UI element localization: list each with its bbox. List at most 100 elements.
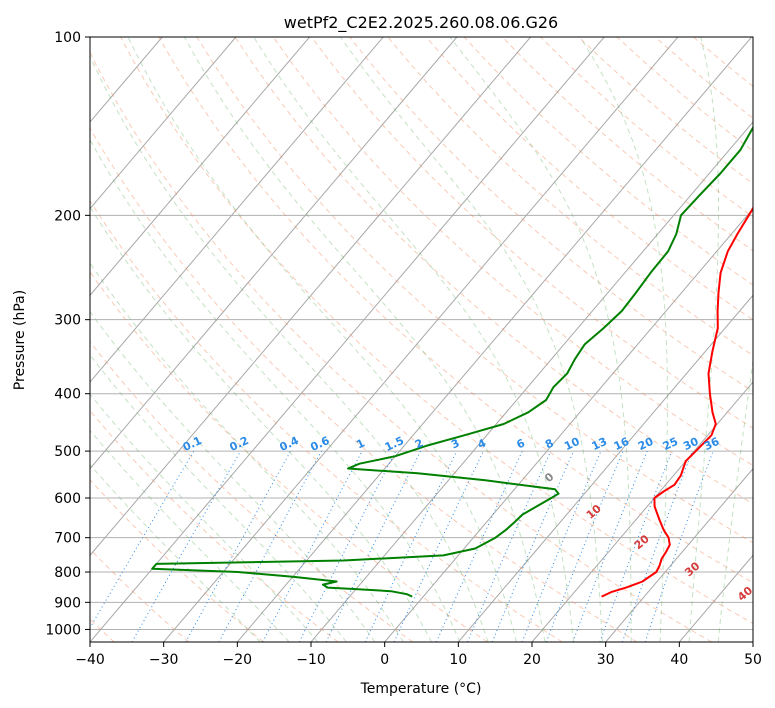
x-axis-label: Temperature (°C): [360, 681, 482, 697]
mixing-ratio-label: 13: [590, 435, 609, 453]
isotherm-gridline: [90, 37, 458, 470]
chart-title: wetPf2_C2E2.2025.260.08.06.G26: [284, 13, 558, 33]
isotherm-gridline: [90, 37, 384, 383]
dry-adiabat: [90, 409, 339, 642]
mixing-ratio-line: [90, 450, 195, 629]
mixing-ratio-label: 20: [636, 435, 656, 453]
x-tick-label: 20: [523, 652, 541, 668]
isotherm-gridline: [678, 554, 753, 642]
mixing-ratio-label: 10: [562, 435, 582, 453]
moist-adiabat: [90, 463, 261, 642]
x-tick-label: 0: [380, 652, 389, 668]
dry-adiabat: [196, 37, 753, 544]
y-tick-label: 100: [54, 30, 81, 46]
isotherm-gridline: [531, 381, 753, 642]
moist-adiabat-label: 40: [735, 584, 755, 604]
mixing-ratio-line: [644, 450, 714, 642]
dry-adiabat: [90, 479, 264, 642]
x-tick-label: 10: [449, 652, 467, 668]
dry-adiabat: [90, 271, 488, 642]
moist-adiabat: [90, 393, 319, 642]
mixing-ratio-line: [467, 450, 552, 642]
mixing-ratio-label: 36: [702, 435, 722, 453]
moist-adiabat-label: 0: [542, 470, 556, 485]
y-tick-label: 700: [54, 531, 81, 547]
moist-adiabat: [90, 55, 489, 642]
plot-frame: [89, 36, 754, 643]
y-tick-label: 900: [54, 595, 81, 611]
dry-adiabat: [90, 340, 414, 642]
temperature-profile-line: [601, 206, 753, 598]
isotherm-gridline: [384, 207, 753, 642]
x-tick-label: −20: [223, 652, 253, 668]
y-tick-label: 400: [54, 387, 81, 403]
dry-adiabat: [272, 37, 753, 467]
isotherm-gridline: [605, 467, 753, 642]
mixing-ratio-line: [185, 450, 292, 642]
dry-adiabat: [234, 37, 753, 505]
moist-adiabat: [90, 354, 347, 642]
moist-adiabat: [183, 37, 546, 642]
moist-adiabat: [90, 262, 404, 642]
moist-adiabat-label: 10: [584, 502, 604, 522]
moist-adiabat: [253, 37, 575, 642]
isotherm-gridline: [90, 37, 310, 297]
moist-adiabat: [90, 205, 432, 642]
y-tick-label: 600: [54, 491, 81, 507]
moist-adiabat-label: 20: [632, 532, 652, 552]
isotherm-gridline: [457, 294, 753, 642]
y-tick-label: 300: [54, 313, 81, 329]
mixing-ratio-label: 25: [661, 435, 680, 453]
y-axis: 1000 900 800 700 600 500 400 300 200 100: [45, 30, 90, 638]
mixing-ratio-label: 6: [515, 436, 528, 451]
mixing-ratio-label: 3: [449, 436, 461, 451]
dry-adiabat: [692, 37, 753, 87]
dry-adiabat: [90, 51, 712, 642]
moist-adiabat: [90, 429, 290, 642]
y-tick-label: 1000: [45, 622, 81, 638]
mixing-ratio-line: [621, 450, 693, 642]
x-tick-label: 30: [597, 652, 615, 668]
mixing-ratio-line: [491, 450, 574, 642]
isotherm-gridline: [90, 37, 605, 642]
x-axis: −40 −30 −20 −10 0 10 20 30 40 50: [75, 642, 762, 668]
dry-adiabat: [90, 127, 638, 642]
mixing-ratio-line: [599, 450, 673, 642]
dry-adiabat: [90, 548, 190, 642]
x-tick-label: −10: [296, 652, 326, 668]
moist-adiabat: [688, 37, 719, 642]
moist-adiabat: [717, 357, 753, 642]
x-tick-label: −30: [149, 652, 179, 668]
sounding-lines: [151, 125, 753, 598]
mixing-ratio-line: [393, 450, 484, 642]
dry-adiabat: [158, 37, 753, 584]
mixing-ratio-line: [131, 450, 242, 642]
moist-adiabat: [449, 37, 632, 642]
y-axis-label: Pressure (hPa): [12, 290, 28, 390]
y-tick-label: 800: [54, 565, 81, 581]
moist-adiabat: [127, 37, 517, 642]
mixing-ratio-line: [364, 450, 458, 642]
mixing-ratio-line: [325, 450, 422, 642]
mixing-ratio-line: [218, 450, 322, 642]
line-labels: 0.10.20.40.611.52346810131620253036-100-…: [181, 434, 756, 604]
isotherm-gridline: [163, 37, 679, 642]
dry-adiabat: [90, 200, 563, 642]
dry-adiabat: [425, 37, 753, 321]
mixing-ratio-line: [298, 450, 397, 642]
y-tick-label: 200: [54, 208, 81, 224]
isotherm-gridline: [236, 37, 752, 642]
dry-adiabat: [387, 37, 753, 356]
moist-adiabat: [339, 37, 603, 642]
isotherm-gridline: [310, 121, 753, 642]
background-lines: [90, 37, 753, 642]
x-tick-label: 40: [670, 652, 688, 668]
dewpoint-profile-line: [151, 125, 753, 598]
mixing-ratio-label: 16: [612, 435, 632, 453]
dry-adiabat: [120, 37, 753, 624]
moist-adiabat-label: 30: [682, 559, 702, 579]
isotherm-gridline: [90, 37, 237, 210]
y-tick-label: 500: [54, 444, 81, 460]
isotherm-gridline: [90, 37, 531, 557]
